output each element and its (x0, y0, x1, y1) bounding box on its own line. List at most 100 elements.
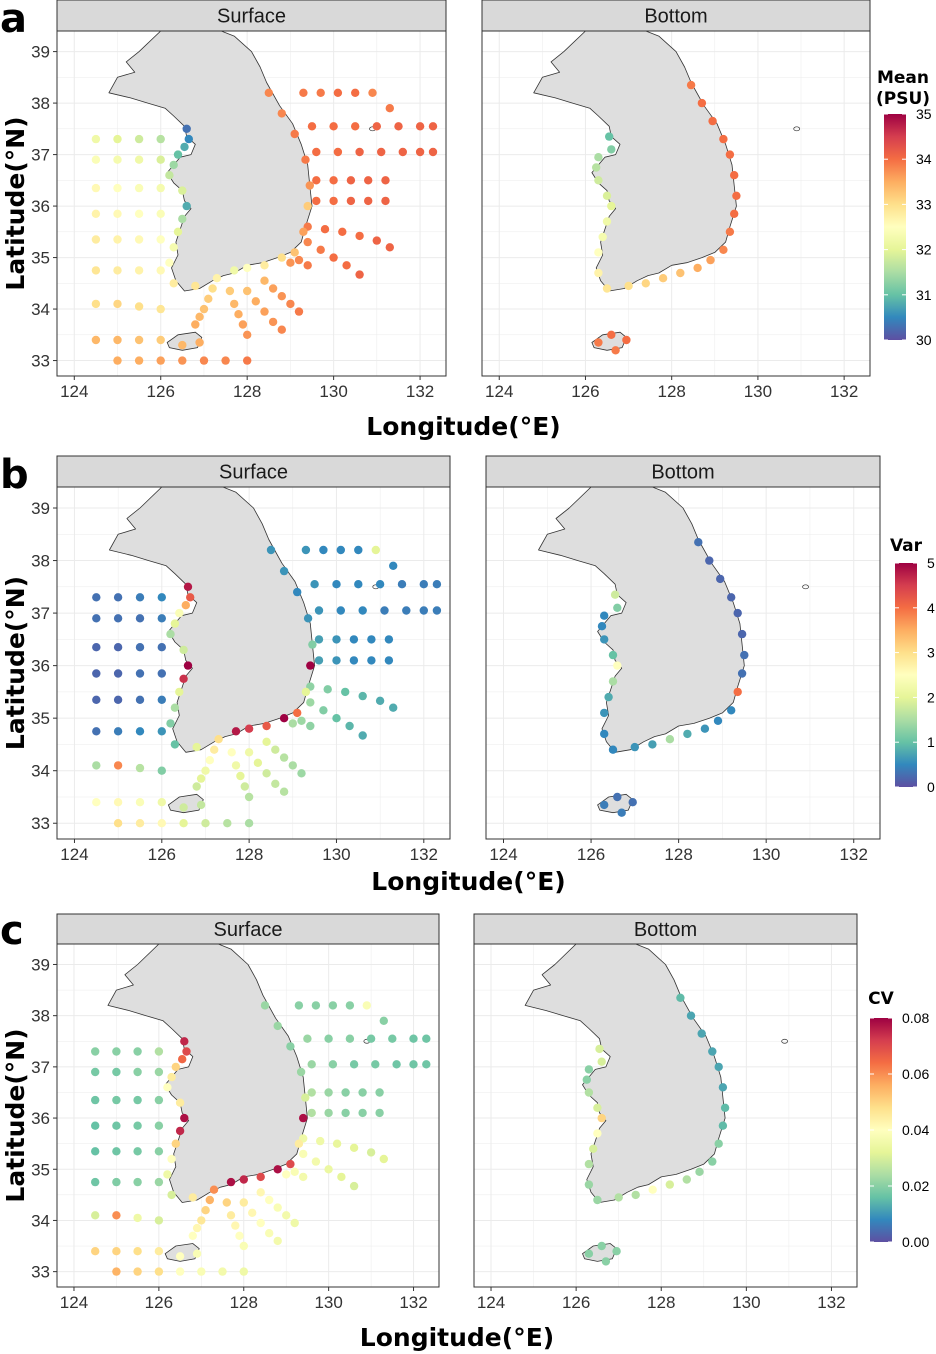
station-point (305, 181, 314, 190)
station-point (133, 1067, 142, 1077)
station-point (113, 669, 123, 678)
facet-strip (56, 913, 440, 945)
station-point (320, 225, 330, 234)
station-point (192, 1223, 202, 1233)
station-point (92, 669, 101, 678)
x-tick-label: 130 (744, 382, 772, 401)
station-point (166, 719, 175, 728)
x-tick-label: 128 (235, 845, 263, 864)
station-point (243, 330, 252, 339)
y-tick-label: 36 (31, 197, 50, 216)
station-point (602, 284, 612, 293)
panel-border (473, 943, 858, 1288)
station-point (607, 201, 616, 211)
station-point (191, 320, 200, 329)
station-point (610, 590, 620, 599)
station-point (598, 232, 607, 242)
station-point (294, 1139, 304, 1148)
station-point (273, 1165, 282, 1174)
y-tick-label: 34 (31, 1211, 50, 1230)
station-point (282, 1211, 291, 1220)
station-point (173, 150, 183, 159)
x-tick-label: 124 (477, 1293, 505, 1312)
station-point (92, 727, 101, 736)
station-point (92, 695, 101, 704)
station-point (324, 1165, 333, 1174)
station-point (260, 261, 269, 270)
station-point (727, 706, 736, 715)
station-point (377, 147, 386, 157)
station-point (329, 176, 338, 185)
station-point (277, 325, 286, 334)
station-point (308, 640, 317, 649)
station-point (179, 819, 188, 828)
station-point (156, 335, 165, 345)
x-axis-title: Longitude(°E) (360, 1323, 554, 1352)
station-point (113, 614, 123, 623)
station-point (362, 1001, 371, 1010)
facet-strip (473, 913, 858, 945)
station-point (306, 661, 315, 670)
station-point (384, 635, 394, 644)
colorbar-tick-label: 1 (927, 734, 935, 750)
panel-border (485, 486, 881, 840)
station-point (293, 587, 302, 597)
station-point (273, 1203, 282, 1212)
station-point (156, 209, 165, 218)
station-point (389, 561, 398, 570)
station-point (175, 1126, 185, 1136)
station-point (268, 317, 278, 327)
station-point (134, 183, 144, 193)
station-point (243, 263, 252, 273)
station-point (169, 160, 178, 170)
land-korea (109, 487, 316, 753)
station-point (727, 593, 736, 602)
station-point (92, 614, 101, 623)
station-point (602, 217, 612, 226)
station-point (182, 1047, 191, 1056)
station-point (214, 735, 223, 744)
station-point (91, 134, 101, 144)
station-point (617, 808, 626, 817)
station-point (303, 614, 313, 623)
station-point (737, 669, 747, 678)
station-point (594, 338, 603, 347)
station-point (262, 737, 271, 746)
y-tick-label: 37 (31, 604, 50, 623)
station-point (113, 266, 122, 275)
station-point (188, 1193, 197, 1202)
island-ulleung (802, 584, 809, 590)
station-point (600, 729, 609, 739)
station-point (234, 310, 243, 319)
station-point (358, 731, 367, 740)
station-point (112, 1147, 121, 1156)
station-point (201, 819, 210, 828)
station-point (277, 292, 286, 301)
station-point (134, 266, 144, 275)
station-point (686, 80, 696, 90)
station-point (231, 1221, 240, 1230)
station-point (156, 304, 165, 314)
station-point (179, 674, 188, 683)
station-point (134, 209, 144, 218)
station-point (720, 1103, 730, 1113)
station-point (718, 1121, 728, 1130)
station-point (182, 124, 191, 133)
station-point (192, 742, 201, 752)
station-point (169, 279, 178, 288)
station-point (349, 635, 359, 644)
station-point (239, 1267, 248, 1276)
station-point (594, 176, 603, 185)
x-tick-label: 128 (658, 382, 686, 401)
station-point (307, 1108, 316, 1118)
station-point (157, 669, 166, 678)
station-point (311, 1157, 321, 1166)
y-tick-label: 36 (31, 1109, 50, 1128)
station-point (333, 88, 343, 98)
station-point (358, 1088, 367, 1097)
station-point (312, 176, 321, 185)
station-point (154, 1247, 164, 1256)
station-point (154, 1177, 164, 1187)
station-point (271, 745, 280, 754)
station-point (371, 1060, 380, 1069)
